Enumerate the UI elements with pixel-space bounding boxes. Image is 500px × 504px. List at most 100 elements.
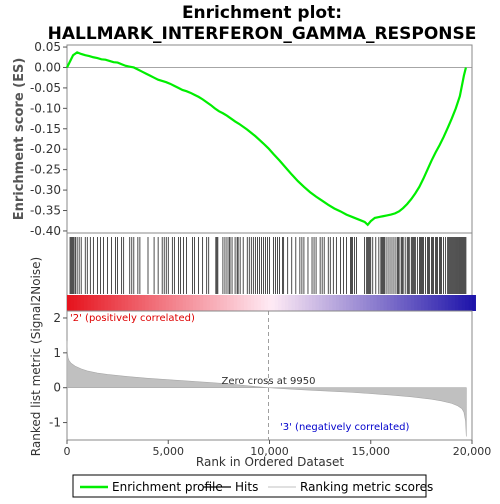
- ranking-color-bar-segment: [380, 295, 385, 311]
- legend-label-1: Hits: [235, 480, 258, 494]
- es-panel: 0.05 0.00 -0.05 -0.10 -0.15 -0.20 -0.25 -0.30 -0…: [30, 40, 473, 238]
- es-y-tick-label-4: -0.15: [30, 122, 61, 136]
- ranking-color-bar-segment: [278, 295, 282, 311]
- ranking-color-bar-segment: [427, 295, 432, 311]
- es-y-tick-label-7: -0.30: [30, 183, 61, 197]
- es-y-tick-label-3: -0.10: [30, 101, 61, 115]
- ranking-color-bar-segment: [383, 295, 388, 311]
- enrichment-profile-line: [66, 51, 467, 227]
- ranking-color-bar-segment: [441, 295, 446, 311]
- ranking-color-bar-segment: [407, 295, 412, 311]
- ranking-color-bar-segment: [250, 295, 255, 311]
- ranking-color-bar-segment: [420, 295, 425, 311]
- x-tick-label-2: 10,000: [250, 445, 289, 458]
- ranking-color-bar-segment: [332, 295, 337, 311]
- ranking-color-bar-segment: [298, 295, 303, 311]
- ranking-color-bar-segment: [352, 295, 357, 311]
- ranking-color-bar-segment: [403, 295, 408, 311]
- ranking-color-bar-segment: [281, 295, 286, 311]
- ranking-color-bar-segment: [454, 295, 459, 311]
- ranking-color-bar-segment: [124, 295, 129, 311]
- x-tick-label-0: 0: [64, 445, 71, 458]
- chart-legend: Enrichment profile Hits Ranking metric sco…: [72, 474, 433, 498]
- ranking-color-bar-segment: [393, 295, 398, 311]
- ranking-color-bar-segment: [356, 295, 361, 311]
- ranking-color-bar-segment: [315, 295, 320, 311]
- negative-label: '3' (negatively correlated): [280, 422, 409, 433]
- ranking-color-bar-segment: [237, 295, 242, 311]
- es-y-tick-label-2: -0.05: [30, 81, 61, 95]
- ranking-color-bar-segment: [247, 295, 252, 311]
- es-plot-area: [66, 44, 473, 234]
- metric-y-axis-label: Ranked list metric (Signal2Noise): [29, 257, 43, 456]
- ranking-color-bar-segment: [448, 295, 453, 311]
- metric-panel: Zero cross at 9950 '2' (positively correl…: [49, 310, 491, 458]
- metric-y-tick-label-0: 2: [53, 311, 61, 325]
- ranking-metric-area: [66, 340, 467, 437]
- ranking-color-bar-segment: [434, 295, 439, 311]
- x-tick-label-1: 5,000: [153, 445, 185, 458]
- ranking-color-bar-segment: [267, 295, 272, 311]
- ranking-color-bar-segment: [461, 295, 466, 311]
- ranking-color-bar-segment: [87, 295, 92, 311]
- ranking-color-bar-segment: [182, 295, 187, 311]
- ranking-color-bar-segment: [305, 295, 310, 311]
- ranking-color-bar-segment: [233, 295, 238, 311]
- ranking-color-bar-segment: [203, 295, 208, 311]
- ranking-color-bar-segment: [397, 295, 402, 311]
- ranking-color-bar-segment: [155, 295, 160, 311]
- ranking-color-bar-segment: [444, 295, 449, 311]
- ranking-color-bar-segment: [73, 295, 78, 311]
- ranking-color-bar-segment: [192, 295, 197, 311]
- ranking-color-bar-segment: [376, 295, 381, 311]
- legend-box: [72, 474, 427, 498]
- ranking-color-bar-segment: [152, 295, 157, 311]
- chart-title-line1: Enrichment plot:: [182, 3, 342, 23]
- ranking-color-bar-segment: [386, 295, 391, 311]
- ranking-color-bar-segment: [431, 295, 436, 311]
- es-y-axis-label: Enrichment score (ES): [12, 58, 27, 221]
- metric-y-tick-label-1: 1: [53, 346, 61, 360]
- ranking-color-bar-segment: [97, 295, 102, 311]
- ranking-color-bar-segment: [90, 295, 95, 311]
- ranking-color-bar-segment: [274, 295, 279, 311]
- metric-y-tick-label-3: -1: [49, 416, 61, 430]
- hits-panel: [66, 232, 476, 312]
- ranking-color-bar-segment: [312, 295, 317, 311]
- ranking-color-bar-segment: [141, 295, 146, 311]
- ranking-color-bar-segment: [135, 295, 140, 311]
- ranking-color-bar-segment: [213, 295, 218, 311]
- ranking-color-bar-segment: [230, 295, 235, 311]
- ranking-color-bar-segment: [114, 295, 119, 311]
- ranking-color-bar-segment: [260, 295, 265, 311]
- ranking-color-bar-segment: [390, 295, 395, 311]
- positive-label: '2' (positively correlated): [70, 313, 195, 324]
- ranking-color-bar-segment: [158, 295, 163, 311]
- ranking-color-bar-segment: [216, 295, 221, 311]
- ranking-color-bar-segment: [335, 295, 340, 311]
- ranking-color-bar-segment: [271, 295, 276, 311]
- ranking-color-bar-segment: [458, 295, 463, 311]
- ranking-color-bar-segment: [84, 295, 88, 311]
- ranking-color-bar-segment: [145, 295, 150, 311]
- ranking-color-bar-segment: [179, 295, 184, 311]
- ranking-color-bar-segment: [67, 295, 71, 311]
- ranking-color-bar-segment: [308, 295, 313, 311]
- ranking-color-bar-segment: [318, 295, 323, 311]
- ranking-color-bar-segment: [437, 295, 442, 311]
- ranking-color-bar-segment: [175, 295, 180, 311]
- x-axis-label: Rank in Ordered Dataset: [196, 455, 344, 469]
- ranking-color-bar-segment: [131, 295, 136, 311]
- ranking-color-bar-segment: [189, 295, 194, 311]
- ranking-color-bar-segment: [264, 295, 269, 311]
- ranking-color-bar-segment: [226, 295, 231, 311]
- ranking-color-bar-segment: [199, 295, 204, 311]
- ranking-color-bar-segment: [369, 295, 374, 311]
- ranking-color-bar-segment: [70, 295, 75, 311]
- es-y-tick-label-8: -0.35: [30, 204, 61, 218]
- ranking-color-bar-segment: [366, 295, 371, 311]
- ranking-color-bar-segment: [424, 295, 429, 311]
- ranking-color-bar-segment: [107, 295, 112, 311]
- legend-label-0: Enrichment profile: [112, 480, 223, 494]
